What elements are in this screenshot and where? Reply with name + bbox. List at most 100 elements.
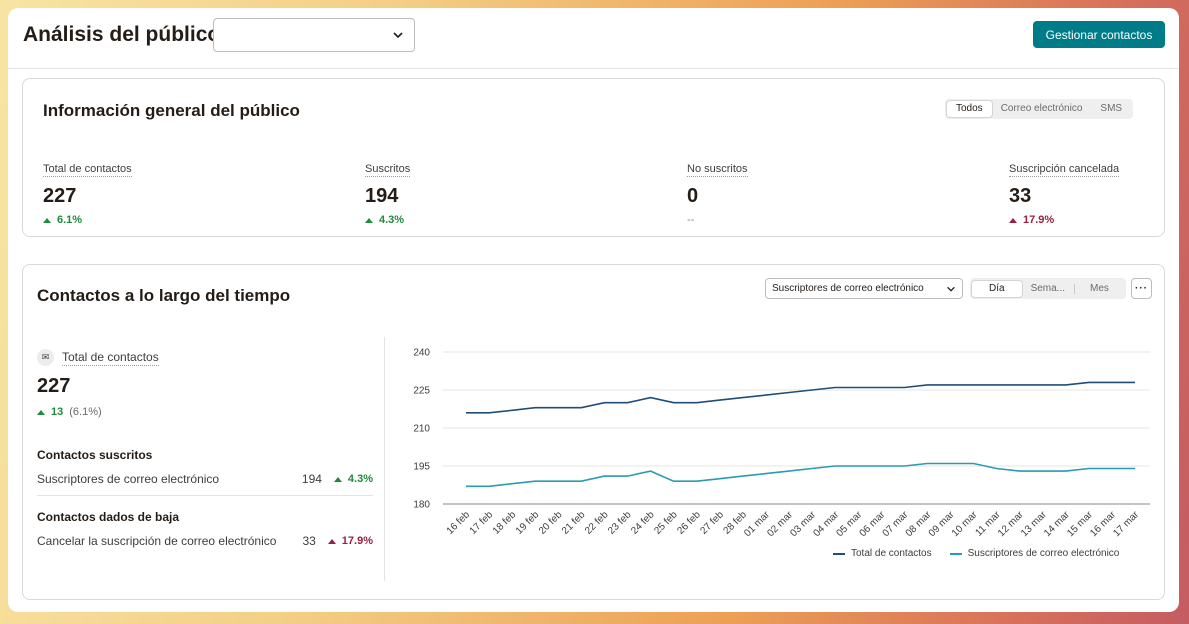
x-tick-label: 16 feb xyxy=(445,509,473,537)
x-tick-label: 17 feb xyxy=(468,509,496,537)
arrow-up-icon xyxy=(327,538,336,544)
arrow-up-icon xyxy=(333,476,342,482)
brand-logo-icon: ✉ xyxy=(37,349,54,366)
subscribed-heading: Contactos suscritos xyxy=(37,448,153,462)
summary-panel: ✉ Total de contactos 227 13 (6.1%) Conta… xyxy=(37,349,373,549)
x-tick-label: 19 feb xyxy=(514,509,542,537)
series-line-total[interactable] xyxy=(466,381,1135,414)
unsubscribed-heading: Contactos dados de baja xyxy=(37,510,180,524)
stat-value: 33 xyxy=(1009,185,1032,207)
x-tick-label: 21 feb xyxy=(560,509,588,537)
row-change: 4.3% xyxy=(333,473,373,485)
unsubscribed-row: Cancelar la suscripción de correo electr… xyxy=(37,533,373,549)
divider xyxy=(37,495,373,496)
app-window: Análisis del público Gestionar contactos… xyxy=(8,8,1179,612)
chart-legend: Total de contactos Suscriptores de corre… xyxy=(833,548,1119,559)
stat-label[interactable]: Suscripción cancelada xyxy=(1009,163,1120,177)
top-bar: Análisis del público Gestionar contactos xyxy=(8,8,1179,69)
row-change-value: 17.9% xyxy=(341,535,373,547)
filter-sms[interactable]: SMS xyxy=(1100,103,1123,114)
stat-value: 0 xyxy=(687,185,699,207)
arrow-up-icon xyxy=(1009,217,1017,223)
chevron-down-icon xyxy=(393,32,403,39)
filter-all[interactable]: Todos xyxy=(947,101,992,117)
x-tick-label: 20 feb xyxy=(537,509,565,537)
contacts-over-time-card: Contactos a lo largo del tiempo Suscript… xyxy=(22,264,1165,600)
stat-label[interactable]: Suscritos xyxy=(365,163,411,177)
stat-change: 4.3% xyxy=(365,214,410,226)
y-tick-label: 225 xyxy=(413,386,430,397)
period-day[interactable]: Día xyxy=(972,280,1022,297)
y-tick-label: 180 xyxy=(413,500,430,511)
audience-overview-card: Información general del público Todos Co… xyxy=(22,78,1165,237)
more-options-button[interactable]: ··· xyxy=(1131,278,1152,299)
legend-item-email[interactable]: Suscriptores de correo electrónico xyxy=(949,548,1120,559)
panel-divider xyxy=(384,337,385,581)
stat-change-value: 4.3% xyxy=(379,214,405,226)
stat-unsubscribed: Suscripción cancelada 33 17.9% xyxy=(1009,159,1120,226)
summary-label[interactable]: Total de contactos xyxy=(62,349,159,366)
x-tick-label: 18 feb xyxy=(491,509,519,537)
y-tick-label: 210 xyxy=(413,424,430,435)
period-month[interactable]: Mes xyxy=(1090,282,1109,294)
chevron-down-icon xyxy=(947,286,955,292)
overview-title: Información general del público xyxy=(43,101,300,120)
x-tick-label: 25 feb xyxy=(652,509,680,537)
summary-change-pct: (6.1%) xyxy=(69,406,102,418)
stat-change: 17.9% xyxy=(1009,214,1119,226)
stat-change-value: 17.9% xyxy=(1023,214,1055,226)
x-tick-label: 24 feb xyxy=(629,509,657,537)
filter-email[interactable]: Correo electrónico xyxy=(1000,103,1083,114)
y-tick-label: 195 xyxy=(413,462,430,473)
metric-select[interactable]: Suscriptores de correo electrónico xyxy=(765,278,963,299)
row-count: 33 xyxy=(302,534,316,548)
row-change-value: 4.3% xyxy=(347,473,373,485)
row-change: 17.9% xyxy=(327,535,373,547)
x-tick-label: 26 feb xyxy=(675,509,703,537)
stat-change-value: 6.1% xyxy=(57,214,83,226)
legend-label: Suscriptores de correo electrónico xyxy=(967,548,1120,559)
arrow-up-icon xyxy=(365,217,373,223)
period-week[interactable]: Sema... xyxy=(1030,282,1066,294)
page-title: Análisis del público xyxy=(23,23,221,46)
contacts-line-chart: 180 195 210 225 240 16 feb 17 feb 18 feb 19 feb 2… xyxy=(393,335,1155,591)
summary-change-count: 13 xyxy=(51,406,64,418)
subscribed-row: Suscriptores de correo electrónico 194 4… xyxy=(37,471,373,487)
channel-filter: Todos Correo electrónico SMS xyxy=(945,99,1134,119)
divider xyxy=(1074,283,1076,294)
x-tick-label: 27 feb xyxy=(698,509,726,537)
legend-item-total[interactable]: Total de contactos xyxy=(833,548,932,559)
stat-label[interactable]: No suscritos xyxy=(687,163,748,177)
arrow-up-icon xyxy=(43,217,51,223)
row-name: Cancelar la suscripción de correo electr… xyxy=(37,534,277,548)
stat-change-value: -- xyxy=(687,214,695,226)
x-tick-label: 23 feb xyxy=(606,509,634,537)
stat-total-contacts: Total de contactos 227 6.1% xyxy=(43,159,132,226)
summary-change: 13 (6.1%) xyxy=(37,406,373,418)
stat-subscribed: Suscritos 194 4.3% xyxy=(365,159,411,226)
x-tick-label: 10 mar xyxy=(950,509,980,539)
x-tick-label: 22 feb xyxy=(583,509,611,537)
stat-change: 6.1% xyxy=(43,214,132,226)
stat-change: -- xyxy=(687,214,748,226)
legend-label: Total de contactos xyxy=(851,548,932,559)
stat-value: 227 xyxy=(43,185,77,207)
manage-contacts-button[interactable]: Gestionar contactos xyxy=(1033,21,1165,48)
audience-select[interactable] xyxy=(213,18,415,52)
row-count: 194 xyxy=(301,472,322,486)
stat-label[interactable]: Total de contactos xyxy=(43,163,132,177)
over-time-title: Contactos a lo largo del tiempo xyxy=(37,286,291,305)
summary-value: 227 xyxy=(37,375,71,397)
row-name: Suscriptores de correo electrónico xyxy=(37,472,220,486)
metric-select-value: Suscriptores de correo electrónico xyxy=(772,283,924,294)
stat-not-subscribed: No suscritos 0 -- xyxy=(687,159,748,226)
series-line-email[interactable] xyxy=(466,462,1135,488)
summary-header: ✉ Total de contactos xyxy=(37,349,373,366)
stat-value: 194 xyxy=(365,185,399,207)
legend-swatch xyxy=(833,552,845,555)
period-toggle: Día Sema... Mes xyxy=(970,278,1126,299)
y-tick-label: 240 xyxy=(413,348,430,359)
x-tick-label: 17 mar xyxy=(1111,509,1141,539)
arrow-up-icon xyxy=(37,409,45,415)
